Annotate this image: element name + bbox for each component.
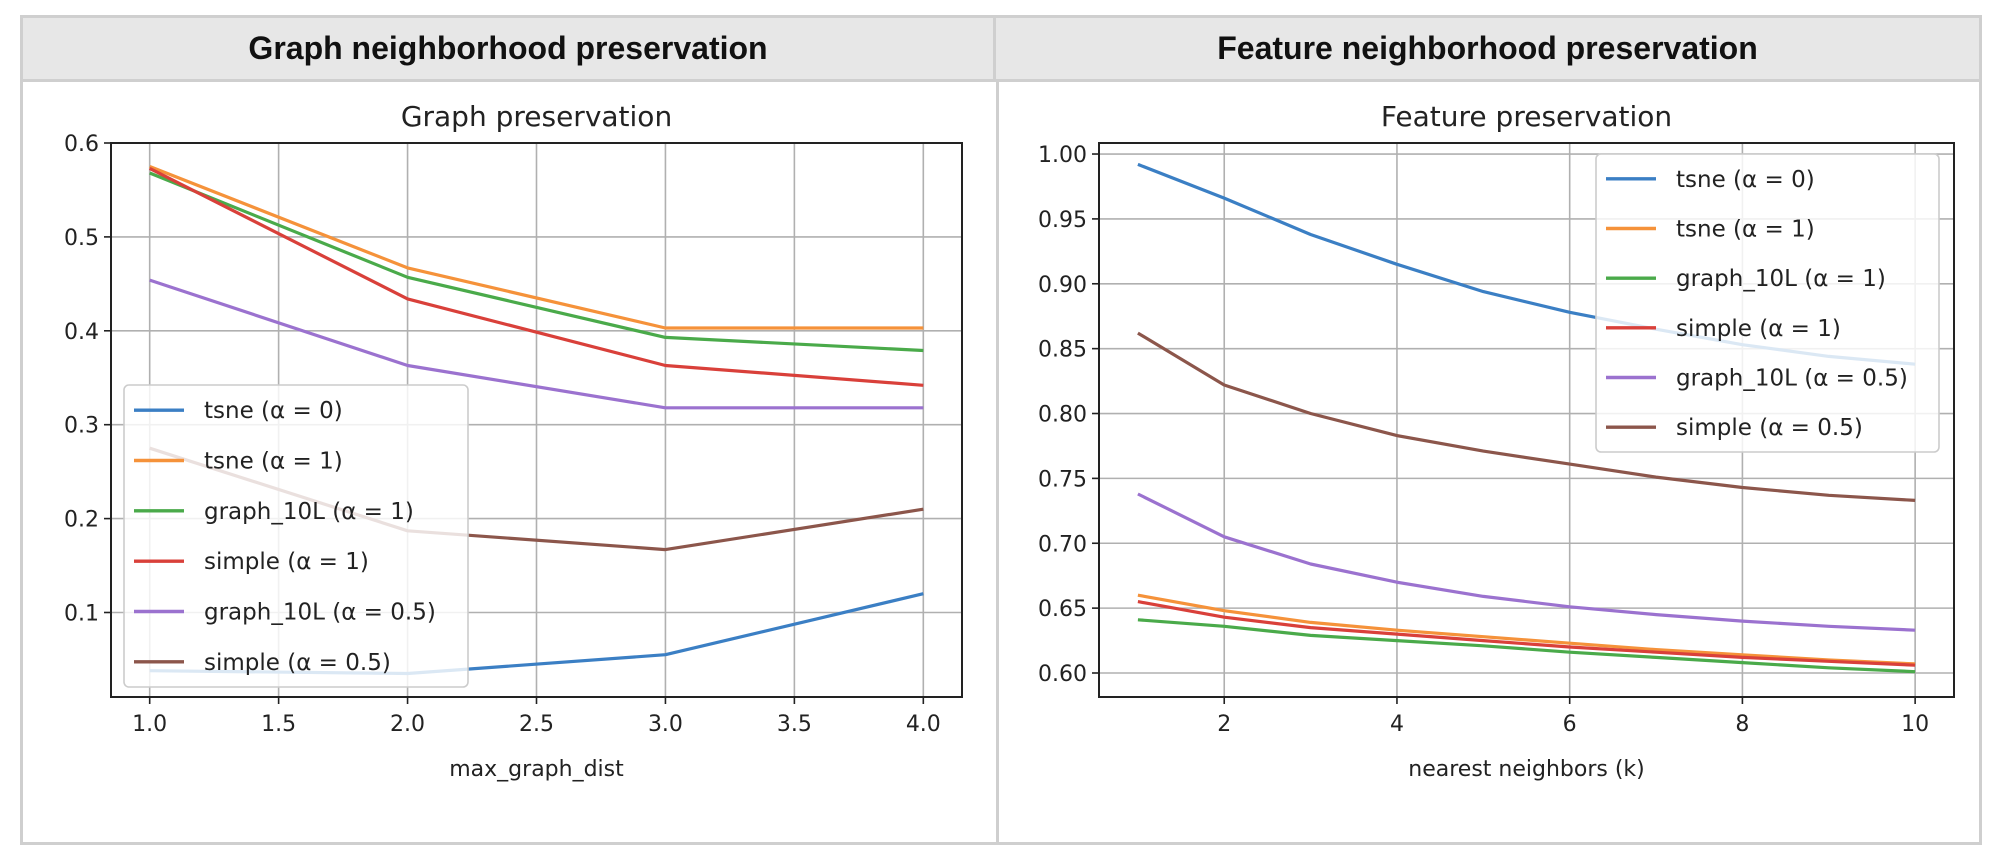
graph-legend-label-0: tsne (α = 0) [204, 398, 343, 424]
header-left: Graph neighborhood preservation [23, 18, 996, 82]
graph-xtick-label-3: 2.5 [519, 712, 554, 737]
graph-ytick-label-1: 0.2 [64, 508, 99, 533]
graph-legend-box [123, 384, 469, 688]
feature-series-line-5 [1137, 331, 1916, 502]
feature-xtick-label-1: 4 [1390, 712, 1404, 737]
feature-legend-label-3: simple (α = 1) [1676, 316, 1841, 342]
header-right-title: Feature neighborhood preservation [1217, 30, 1758, 66]
feature-series-line-1 [1137, 593, 1916, 666]
graph-x-axis-label: max_graph_dist [449, 757, 624, 782]
feature-xtick-label-3: 8 [1735, 712, 1749, 737]
feature-legend-label-4: graph_10L (α = 0.5) [1676, 366, 1908, 392]
feature-ytick-label-6: 0.90 [1038, 273, 1087, 298]
graph-xtick-label-4: 3.0 [648, 712, 683, 737]
feature-series-line-4 [1137, 492, 1916, 632]
feature-legend-label-5: simple (α = 0.5) [1676, 415, 1863, 441]
graph-ytick-label-2: 0.3 [64, 414, 99, 439]
graph-xtick-label-6: 4.0 [906, 712, 941, 737]
feature-x-axis-label: nearest neighbors (k) [1408, 757, 1644, 782]
graph-xtick-label-1: 1.5 [261, 712, 296, 737]
graph-ytick-label-4: 0.5 [64, 226, 99, 251]
feature-ytick-label-1: 0.65 [1038, 597, 1087, 622]
feature-ytick-label-4: 0.80 [1038, 403, 1087, 428]
graph-xtick-label-0: 1.0 [132, 712, 167, 737]
panel-divider [996, 82, 999, 845]
feature-ytick-label-7: 0.95 [1038, 208, 1087, 233]
graph-series-line-3 [148, 166, 924, 387]
feature-xtick-label-4: 10 [1901, 712, 1929, 737]
feature-chart-title: Feature preservation [1381, 100, 1672, 133]
header-right: Feature neighborhood preservation [996, 18, 1979, 82]
graph-xtick-label-5: 3.5 [777, 712, 812, 737]
graph-legend-label-3: simple (α = 1) [204, 549, 369, 575]
header-left-title: Graph neighborhood preservation [248, 30, 768, 66]
feature-ytick-label-3: 0.75 [1038, 467, 1087, 492]
graph-series-line-2 [149, 171, 924, 353]
feature-ytick-label-2: 0.70 [1038, 532, 1087, 557]
feature-series-line-3 [1137, 600, 1916, 667]
graph-xtick-label-2: 2.0 [390, 712, 425, 737]
feature-legend-label-1: tsne (α = 1) [1676, 217, 1815, 243]
feature-legend-label-0: tsne (α = 0) [1676, 167, 1815, 193]
feature-legend-box [1595, 153, 1940, 453]
graph-ytick-label-5: 0.6 [64, 132, 99, 157]
graph-chart-title: Graph preservation [401, 100, 672, 133]
feature-ytick-label-5: 0.85 [1038, 338, 1087, 363]
graph-legend-label-2: graph_10L (α = 1) [204, 499, 414, 525]
graph-legend-label-5: simple (α = 0.5) [204, 650, 391, 676]
feature-series-line-2 [1137, 618, 1916, 674]
graph-ytick-label-3: 0.4 [64, 320, 99, 345]
feature-xtick-label-0: 2 [1217, 712, 1231, 737]
graph-ytick-label-0: 0.1 [64, 601, 99, 626]
graph-legend-label-4: graph_10L (α = 0.5) [204, 600, 436, 626]
graph-series-line-1 [149, 165, 924, 330]
feature-xtick-label-2: 6 [1563, 712, 1577, 737]
feature-legend-label-2: graph_10L (α = 1) [1676, 266, 1886, 292]
graph-series-line-4 [149, 278, 924, 410]
feature-axes-frame [1098, 142, 1955, 698]
feature-ytick-label-0: 0.60 [1038, 662, 1087, 687]
graph-legend-label-1: tsne (α = 1) [204, 449, 343, 475]
feature-ytick-label-8: 1.00 [1038, 143, 1087, 168]
